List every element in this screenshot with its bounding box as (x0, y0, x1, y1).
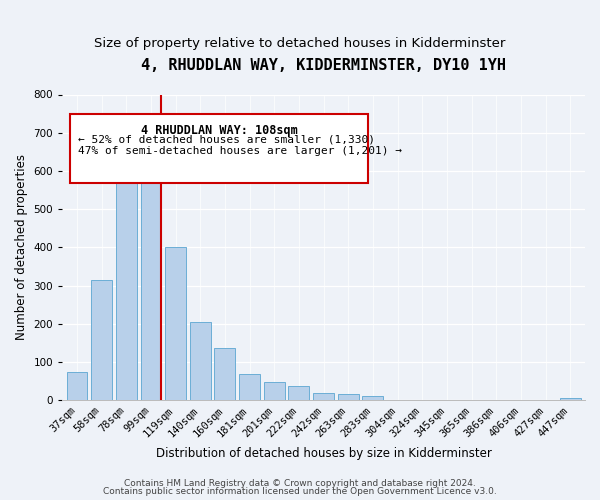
Text: 4 RHUDDLAN WAY: 108sqm: 4 RHUDDLAN WAY: 108sqm (140, 124, 298, 136)
Bar (338, 394, 359, 400)
Text: 47% of semi-detached houses are larger (1,201) →: 47% of semi-detached houses are larger (… (78, 146, 402, 156)
Y-axis label: Number of detached properties: Number of detached properties (15, 154, 28, 340)
Text: ← 52% of detached houses are smaller (1,330): ← 52% of detached houses are smaller (1,… (78, 135, 375, 145)
Bar (289, 386, 310, 400)
Bar (165, 248, 186, 400)
X-axis label: Distribution of detached houses by size in Kidderminster: Distribution of detached houses by size … (155, 447, 491, 460)
Text: Contains public sector information licensed under the Open Government Licence v3: Contains public sector information licen… (103, 487, 497, 496)
Text: Size of property relative to detached houses in Kidderminster: Size of property relative to detached ho… (94, 38, 506, 51)
Bar (190, 322, 211, 400)
Bar (67, 372, 88, 400)
FancyBboxPatch shape (70, 114, 368, 183)
Bar (362, 396, 383, 400)
Bar (560, 398, 581, 400)
Bar (91, 280, 112, 400)
Bar (313, 392, 334, 400)
Text: Contains HM Land Registry data © Crown copyright and database right 2024.: Contains HM Land Registry data © Crown c… (124, 479, 476, 488)
Bar (264, 382, 285, 400)
Bar (239, 374, 260, 400)
Bar (214, 348, 235, 400)
Bar (140, 165, 161, 400)
Bar (116, 145, 137, 400)
Title: 4, RHUDDLAN WAY, KIDDERMINSTER, DY10 1YH: 4, RHUDDLAN WAY, KIDDERMINSTER, DY10 1YH (141, 58, 506, 72)
